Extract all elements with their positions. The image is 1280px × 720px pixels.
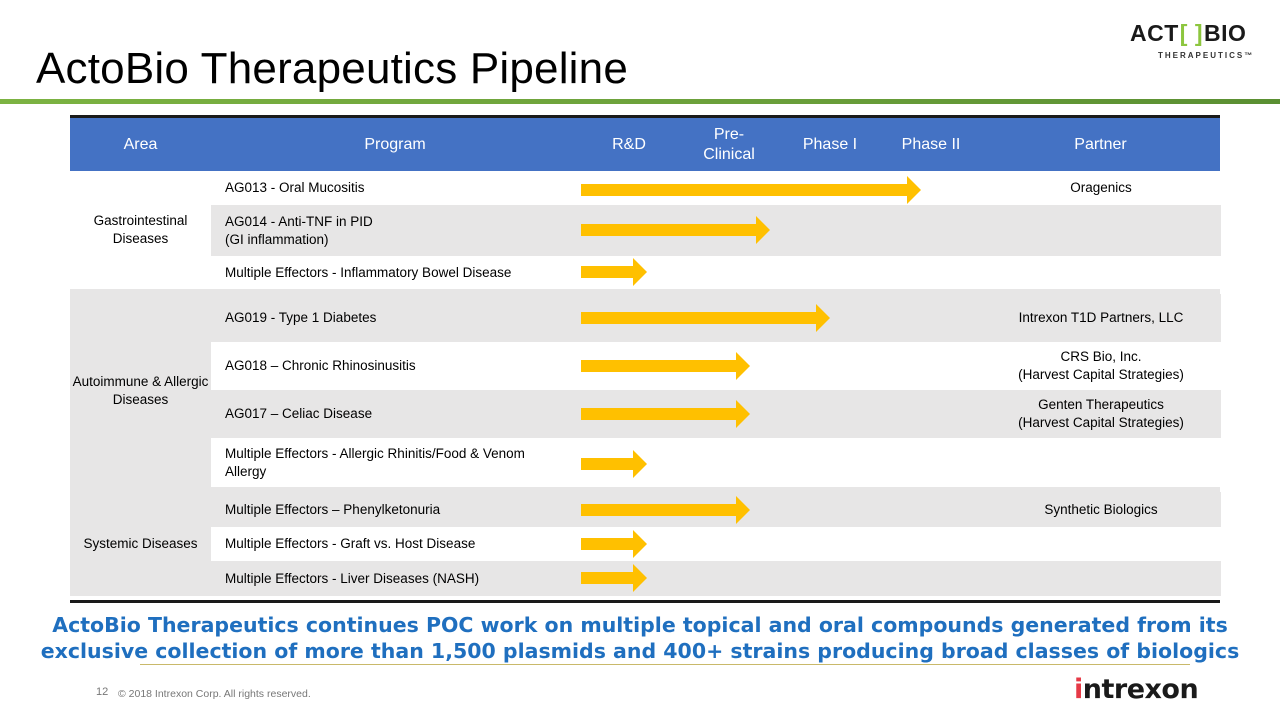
header-area: Area: [123, 135, 158, 153]
tagline: ActoBio Therapeutics continues POC work …: [40, 613, 1240, 663]
table-row: AG019 - Type 1 Diabetes Intrexon T1D Par…: [211, 294, 1221, 342]
table-row: Multiple Effectors - Inflammatory Bowel …: [211, 256, 1221, 289]
table-row: Multiple Effectors - Graft vs. Host Dise…: [211, 527, 1221, 561]
partner-cell: Oragenics: [1070, 180, 1132, 195]
table-row: AG013 - Oral Mucositis Oragenics: [211, 171, 1221, 205]
program-cell: Multiple Effectors – Phenylketonuria: [225, 501, 441, 517]
table-row: Multiple Effectors - Allergic Rhinitis/F…: [211, 438, 1221, 487]
program-cell: AG017 – Celiac Disease: [225, 406, 373, 421]
group-separator: [70, 487, 1220, 492]
actobio-logo: ACT [ ] BIO THERAPEUTICS™: [1130, 20, 1260, 68]
program-cell: Multiple Effectors - Liver Diseases (NAS…: [225, 570, 480, 586]
logo-bracket: [ ]: [1179, 20, 1203, 46]
partner-cell: Genten Therapeutics (Harvest Capital Str…: [1018, 397, 1184, 430]
table-row: AG018 – Chronic Rhinosinusitis CRS Bio, …: [211, 342, 1221, 390]
intrexon-logo: intrexon: [1074, 674, 1199, 705]
logo-subtitle: THERAPEUTICS™: [1158, 51, 1255, 60]
table-row: AG014 - Anti-TNF in PID (GI inflammation…: [211, 205, 1221, 256]
progress-arrow: [581, 530, 647, 558]
progress-arrow: [581, 216, 770, 244]
group-separator: [70, 289, 1220, 294]
area-gastrointestinal: Gastrointestinal Diseases: [93, 213, 188, 246]
logo-brand-rest: ntrexon: [1082, 674, 1199, 705]
header-phase2: Phase II: [901, 135, 961, 153]
partner-cell: CRS Bio, Inc. (Harvest Capital Strategie…: [1018, 349, 1184, 382]
tagline-underline: [140, 664, 1190, 665]
table-row: AG017 – Celiac Disease Genten Therapeuti…: [211, 390, 1221, 438]
logo-i-accent: i: [1074, 674, 1083, 705]
table-header: Area Program R&D Pre- Clinical Phase I P…: [70, 115, 1220, 171]
table-bottom-rule: [70, 600, 1220, 603]
progress-arrow: [581, 176, 921, 204]
header-rnd: R&D: [612, 135, 646, 153]
program-cell: AG019 - Type 1 Diabetes: [225, 310, 377, 325]
page-number: 12: [96, 686, 109, 698]
progress-arrow: [581, 400, 750, 428]
program-cell: AG018 – Chronic Rhinosinusitis: [225, 358, 416, 373]
partner-cell: Synthetic Biologics: [1044, 501, 1158, 517]
header-preclinical: Pre- Clinical: [703, 125, 755, 163]
program-cell: Multiple Effectors - Inflammatory Bowel …: [225, 264, 512, 280]
program-cell: AG013 - Oral Mucositis: [225, 180, 365, 195]
area-systemic: Systemic Diseases: [70, 492, 211, 596]
progress-arrow: [581, 496, 750, 524]
program-cell: Multiple Effectors - Allergic Rhinitis/F…: [225, 445, 525, 479]
header-phase1: Phase I: [802, 135, 858, 153]
logo-text-left: ACT: [1130, 20, 1179, 46]
program-cell: Multiple Effectors - Graft vs. Host Dise…: [225, 536, 476, 551]
progress-arrow: [581, 450, 647, 478]
pipeline-table: Area Program R&D Pre- Clinical Phase I P…: [70, 115, 1221, 603]
program-cell: AG014 - Anti-TNF in PID (GI inflammation…: [225, 213, 373, 247]
copyright-text: © 2018 Intrexon Corp. All rights reserve…: [118, 688, 311, 700]
header-program: Program: [364, 135, 426, 153]
progress-arrow: [581, 304, 830, 332]
title-underline: [0, 99, 1280, 104]
progress-arrow: [581, 258, 647, 286]
progress-arrow: [581, 352, 750, 380]
table-row: Multiple Effectors - Liver Diseases (NAS…: [211, 561, 1221, 596]
area-autoimmune: Autoimmune & Allergic Diseases: [70, 294, 211, 487]
header-partner: Partner: [1074, 135, 1127, 153]
page-title: ActoBio Therapeutics Pipeline: [36, 44, 629, 93]
partner-cell: Intrexon T1D Partners, LLC: [1018, 310, 1184, 325]
logo-text-right: BIO: [1204, 20, 1247, 46]
progress-arrow: [581, 564, 647, 592]
